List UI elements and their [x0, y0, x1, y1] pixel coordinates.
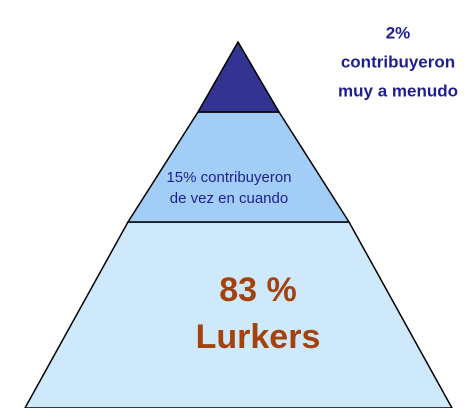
bottom-label: 83 %: [219, 271, 297, 309]
middle-label: 15% contribuyeron: [166, 169, 291, 186]
top-label: contribuyeron: [341, 52, 455, 71]
top-label: 2%: [386, 23, 411, 42]
bottom-layer: [24, 221, 453, 408]
top-label: muy a menudo: [338, 81, 458, 100]
middle-label: de vez en cuando: [170, 190, 288, 207]
top-layer: [196, 40, 281, 113]
bottom-label: Lurkers: [196, 318, 321, 356]
